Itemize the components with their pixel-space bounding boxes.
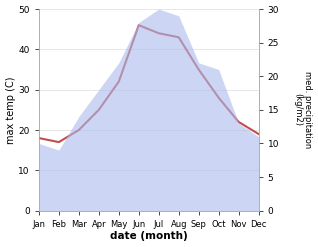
Y-axis label: max temp (C): max temp (C) xyxy=(5,76,16,144)
X-axis label: date (month): date (month) xyxy=(110,231,188,242)
Y-axis label: med. precipitation
(kg/m2): med. precipitation (kg/m2) xyxy=(293,71,313,148)
